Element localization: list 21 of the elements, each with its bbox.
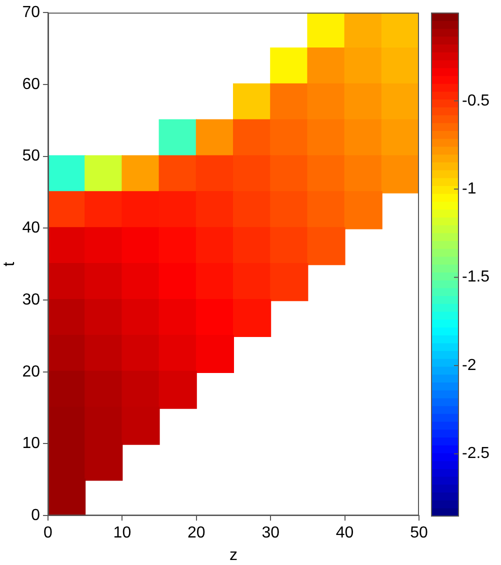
x-tick-label: 50 (410, 524, 428, 542)
color-bar-label: -1 (462, 180, 476, 198)
x-tick-label: 10 (113, 524, 132, 542)
x-tick-label: 40 (336, 524, 354, 542)
x-tick-label: 30 (262, 524, 280, 542)
x-tick-label: 20 (188, 524, 206, 542)
y-tick-label: 40 (22, 220, 40, 237)
x-axis-title: z (230, 546, 238, 564)
y-tick-label: 10 (22, 435, 40, 452)
color-bar-label: -0.5 (462, 92, 490, 110)
color-bar-label: -2.5 (462, 445, 490, 462)
x-tick-label: 0 (44, 524, 53, 542)
y-tick-label: 20 (22, 363, 40, 380)
y-tick-label: 50 (22, 148, 40, 165)
y-tick-label: 60 (22, 76, 40, 93)
y-tick-label: 70 (22, 4, 40, 22)
y-tick-label: 30 (22, 291, 40, 308)
y-tick-label: 0 (31, 507, 40, 524)
color-bar-label: -1.5 (462, 268, 490, 286)
y-axis-title: t (1, 261, 18, 266)
color-bar-label: -2 (462, 356, 476, 374)
